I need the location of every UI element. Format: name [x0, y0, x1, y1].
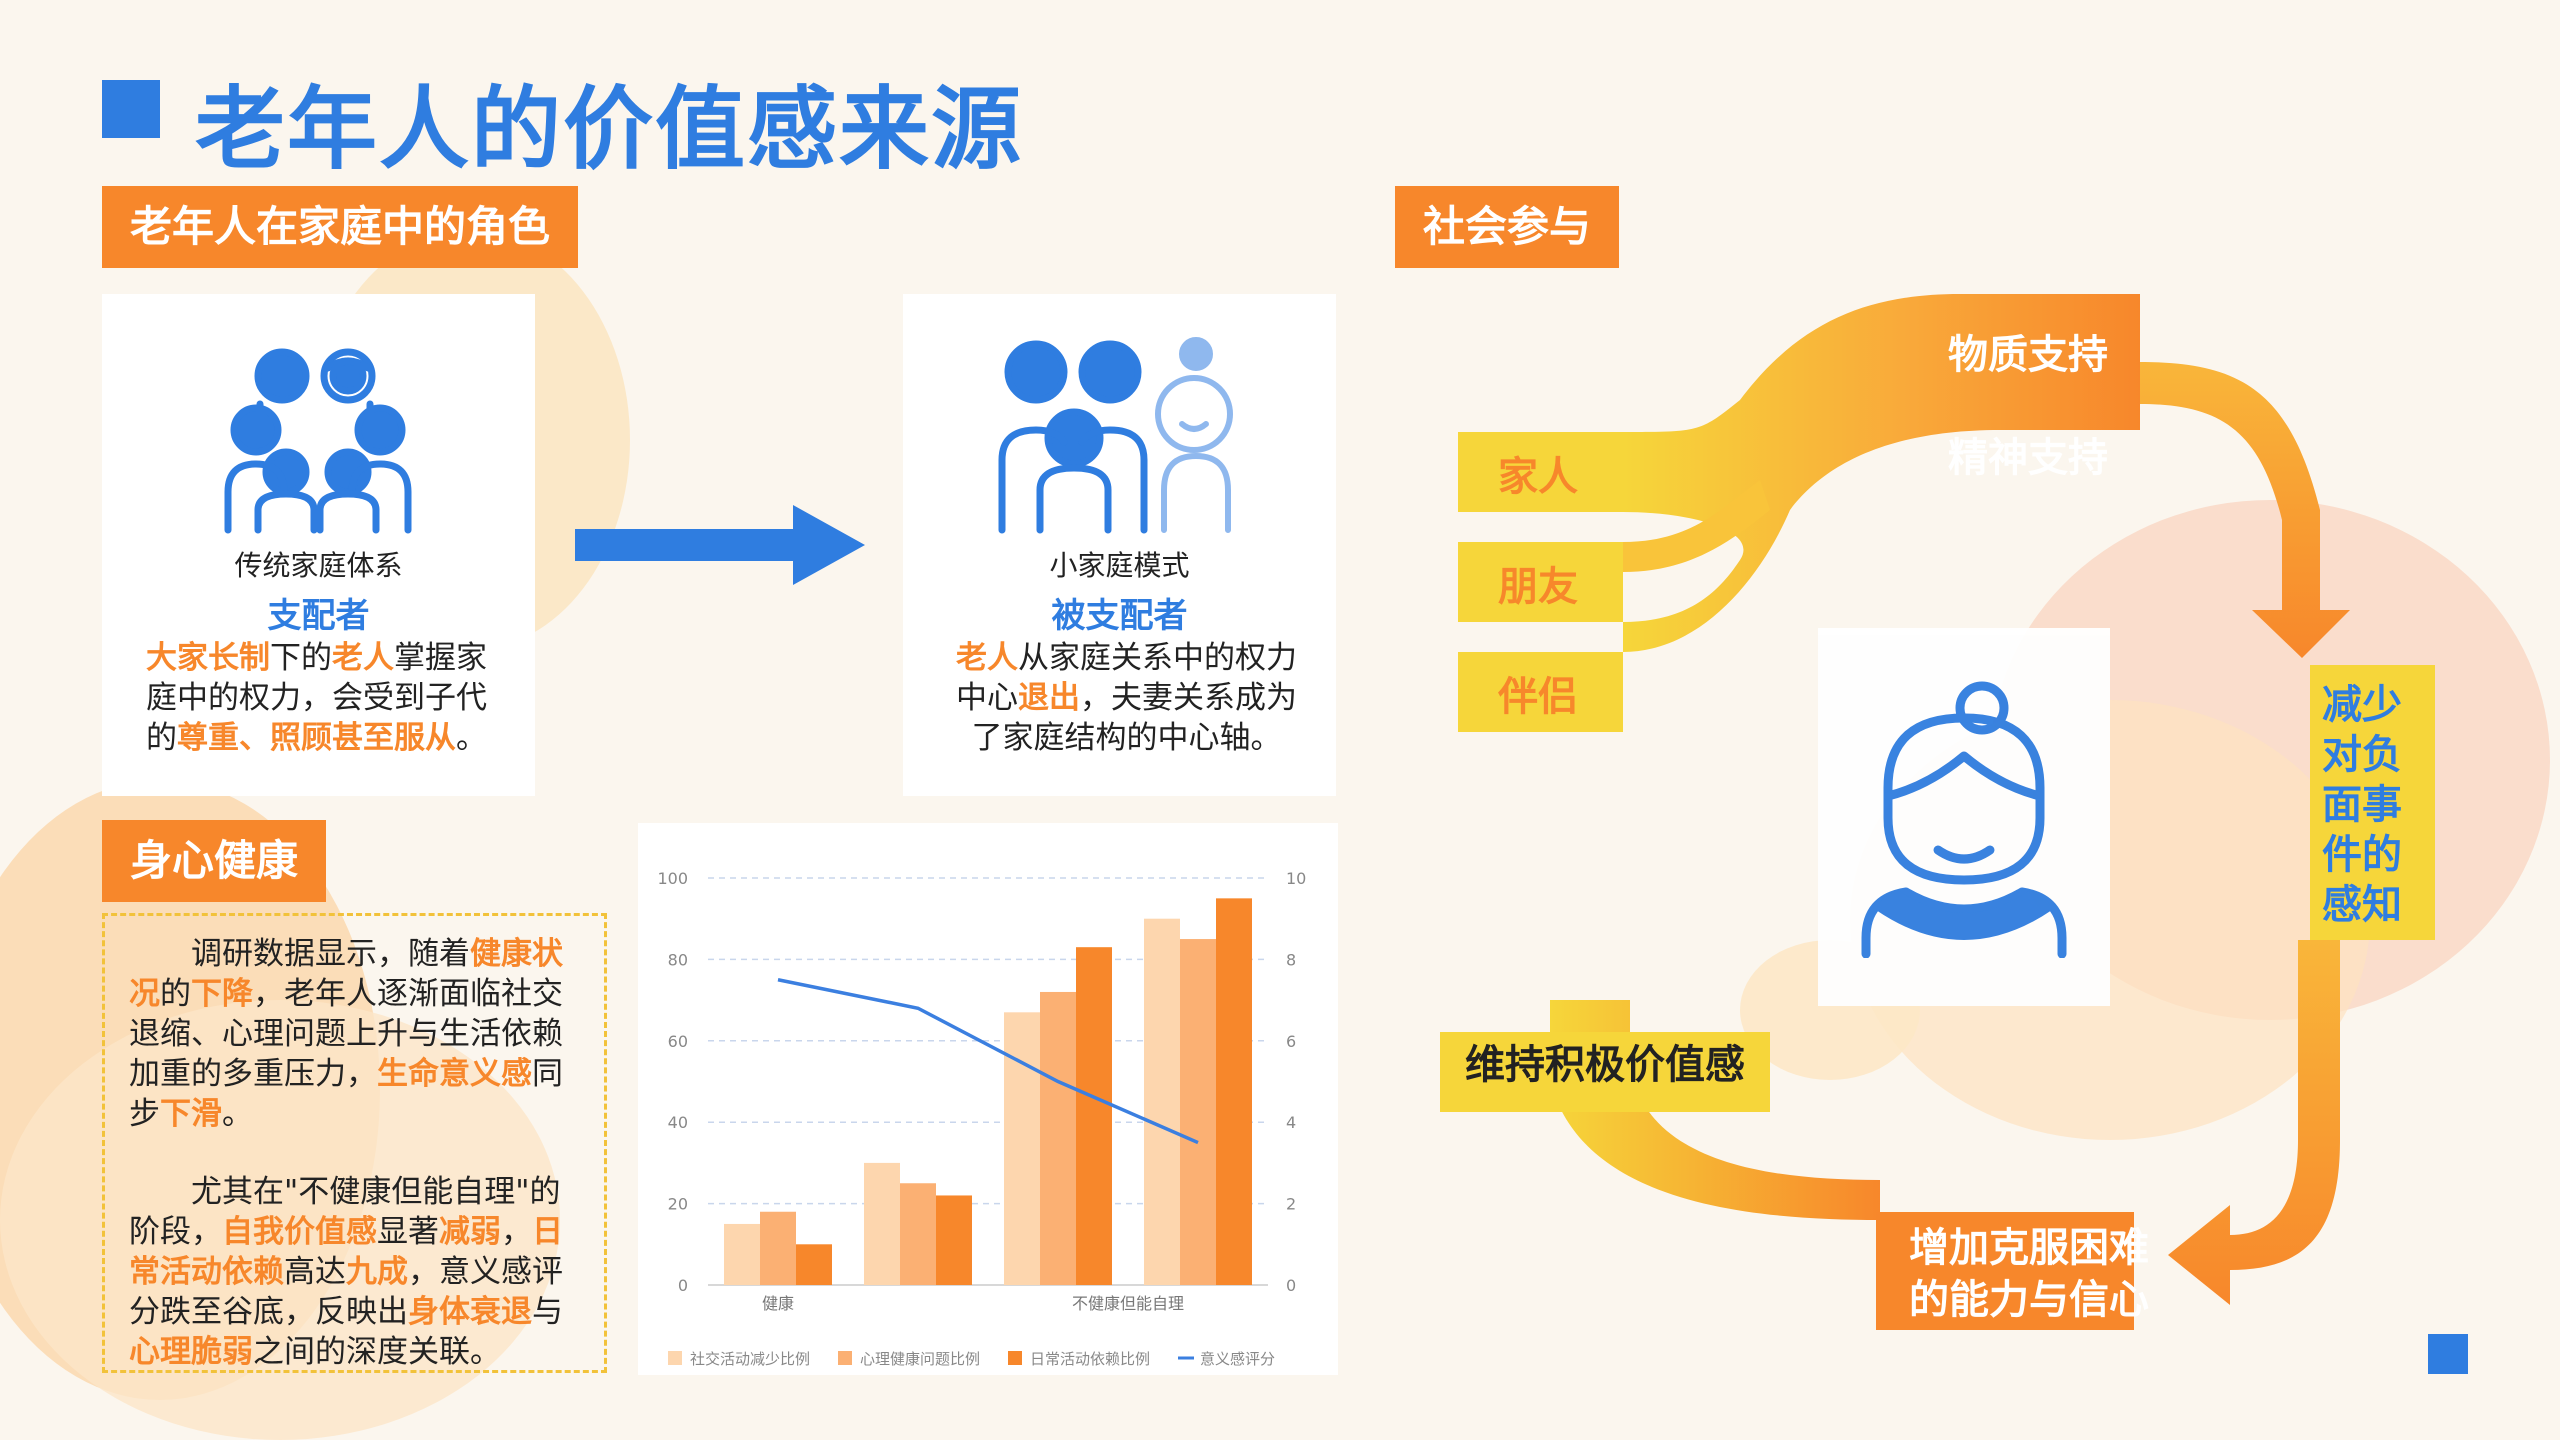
- elderly-person-card: [1818, 628, 2110, 1006]
- y2-tick-label: 4: [1286, 1113, 1296, 1132]
- health-chart-panel: 0 20 40 60 80 100 0 2 4 6 8 10 健康 不健康但能自理社交活动减少比例 心理健康…: [638, 823, 1338, 1375]
- bar-心理健康问题比例: [760, 1211, 796, 1285]
- bar-社交活动减少比例: [1144, 918, 1180, 1285]
- arrow-right-icon: [575, 505, 865, 585]
- section-tag-health: 身心健康: [102, 820, 327, 902]
- effect1-label: 减少对负面事件的感知: [2322, 682, 2402, 928]
- y-tick-label: 0: [678, 1276, 688, 1295]
- card-description: 大家长制下的老人掌握家庭中的权力，会受到子代的尊重、照顾甚至服从。: [146, 640, 487, 756]
- y2-tick-label: 6: [1286, 1032, 1296, 1051]
- nuclear-family-icon: [998, 337, 1233, 534]
- bar-心理健康问题比例: [1040, 991, 1076, 1285]
- legend-label: 社交活动减少比例: [690, 1350, 810, 1368]
- effect2-label: 增加克服困难的能力与信心: [1909, 1225, 2149, 1323]
- y-tick-label: 40: [668, 1113, 688, 1132]
- health-paragraph-1: 调研数据显示，随着健康状况的下降，老年人逐渐面临社交退缩、心理问题上升与生活依赖…: [129, 936, 563, 1132]
- traditional-family-card: 传统家庭体系 支配者 大家长制下的老人掌握家庭中的权力，会受到子代的尊重、照顾甚…: [102, 294, 535, 796]
- health-text-box: 调研数据显示，随着健康状况的下降，老年人逐渐面临社交退缩、心理问题上升与生活依赖…: [102, 913, 607, 1373]
- effect2-box: [1876, 1212, 2134, 1330]
- effect1-box: [2310, 665, 2435, 940]
- extended-family-icon: [224, 348, 412, 534]
- source-label-partner: 伴侣: [1498, 674, 1578, 720]
- y2-tick-label: 0: [1286, 1276, 1296, 1295]
- legend-label: 日常活动依赖比例: [1030, 1350, 1150, 1368]
- title-square-icon: [102, 80, 160, 138]
- x-tick-label: 健康: [762, 1294, 794, 1313]
- health-paragraph-2: 尤其在"不健康但能自理"的阶段，自我价值感显著减弱，日常活动依赖高达九成，意义感…: [129, 1174, 563, 1370]
- y2-tick-label: 10: [1286, 869, 1306, 888]
- legend-swatch: [838, 1351, 852, 1365]
- y2-tick-label: 2: [1286, 1195, 1296, 1214]
- flow-band-family: [1458, 432, 1623, 512]
- result-label: 维持积极价值感: [1465, 1042, 1745, 1088]
- support-label-spiritual: 精神支持: [1948, 435, 2108, 481]
- card-caption: 传统家庭体系: [234, 549, 403, 582]
- source-label-family: 家人: [1498, 454, 1578, 500]
- legend-label: 心理健康问题比例: [860, 1350, 980, 1368]
- arrow-to-effect1: [2140, 362, 2350, 658]
- y-tick-label: 60: [668, 1032, 688, 1051]
- support-label-material: 物质支持: [1948, 332, 2108, 378]
- y-tick-label: 20: [668, 1195, 688, 1214]
- y-tick-label: 100: [657, 869, 688, 888]
- page-title: 老年人的价值感来源: [195, 77, 1023, 182]
- section-tag-social: 社会参与: [1395, 186, 1620, 268]
- bar-心理健康问题比例: [1180, 939, 1216, 1285]
- bar-日常活动依赖比例: [936, 1195, 972, 1285]
- card-role: 被支配者: [1051, 596, 1188, 636]
- card-description: 老人从家庭关系中的权力中心退出，夫妻关系成为了家庭结构的中心轴。: [956, 640, 1297, 756]
- y2-tick-label: 8: [1286, 950, 1296, 969]
- merged-ribbon: [1623, 294, 2140, 652]
- flow-band-partner: [1458, 652, 1623, 732]
- bar-日常活动依赖比例: [796, 1244, 832, 1285]
- bar-日常活动依赖比例: [1076, 947, 1112, 1285]
- elderly-woman-icon: [1861, 681, 2067, 958]
- card-caption: 小家庭模式: [1049, 549, 1190, 582]
- line-意义感评分: [777, 978, 1199, 1145]
- background-blob: [0, 1000, 560, 1440]
- section-tag-family-role: 老年人在家庭中的角色: [102, 186, 579, 268]
- bar-社交活动减少比例: [1004, 1012, 1040, 1285]
- flow-band-join: [1623, 480, 1770, 572]
- flow-band-friends: [1458, 542, 1623, 622]
- bar-日常活动依赖比例: [1216, 898, 1252, 1285]
- result-box: [1440, 1032, 1770, 1112]
- loop-to-result: [1550, 1000, 1880, 1220]
- bar-社交活动减少比例: [724, 1223, 760, 1285]
- arrow-to-effect2: [2168, 940, 2340, 1305]
- social-flow-diagram: [1440, 294, 2435, 1330]
- legend-label: 意义感评分: [1200, 1350, 1275, 1368]
- bar-社交活动减少比例: [864, 1162, 900, 1285]
- legend-swatch: [1008, 1351, 1022, 1365]
- small-family-card: 小家庭模式 被支配者 老人从家庭关系中的权力中心退出，夫妻关系成为了家庭结构的中…: [903, 294, 1336, 796]
- card-role: 支配者: [267, 596, 370, 636]
- x-tick-label: 不健康但能自理: [1072, 1294, 1184, 1313]
- source-label-friends: 朋友: [1498, 564, 1578, 610]
- bar-心理健康问题比例: [900, 1183, 936, 1285]
- y-tick-label: 80: [668, 950, 688, 969]
- legend-swatch: [668, 1351, 682, 1365]
- corner-square-icon: [2428, 1334, 2468, 1374]
